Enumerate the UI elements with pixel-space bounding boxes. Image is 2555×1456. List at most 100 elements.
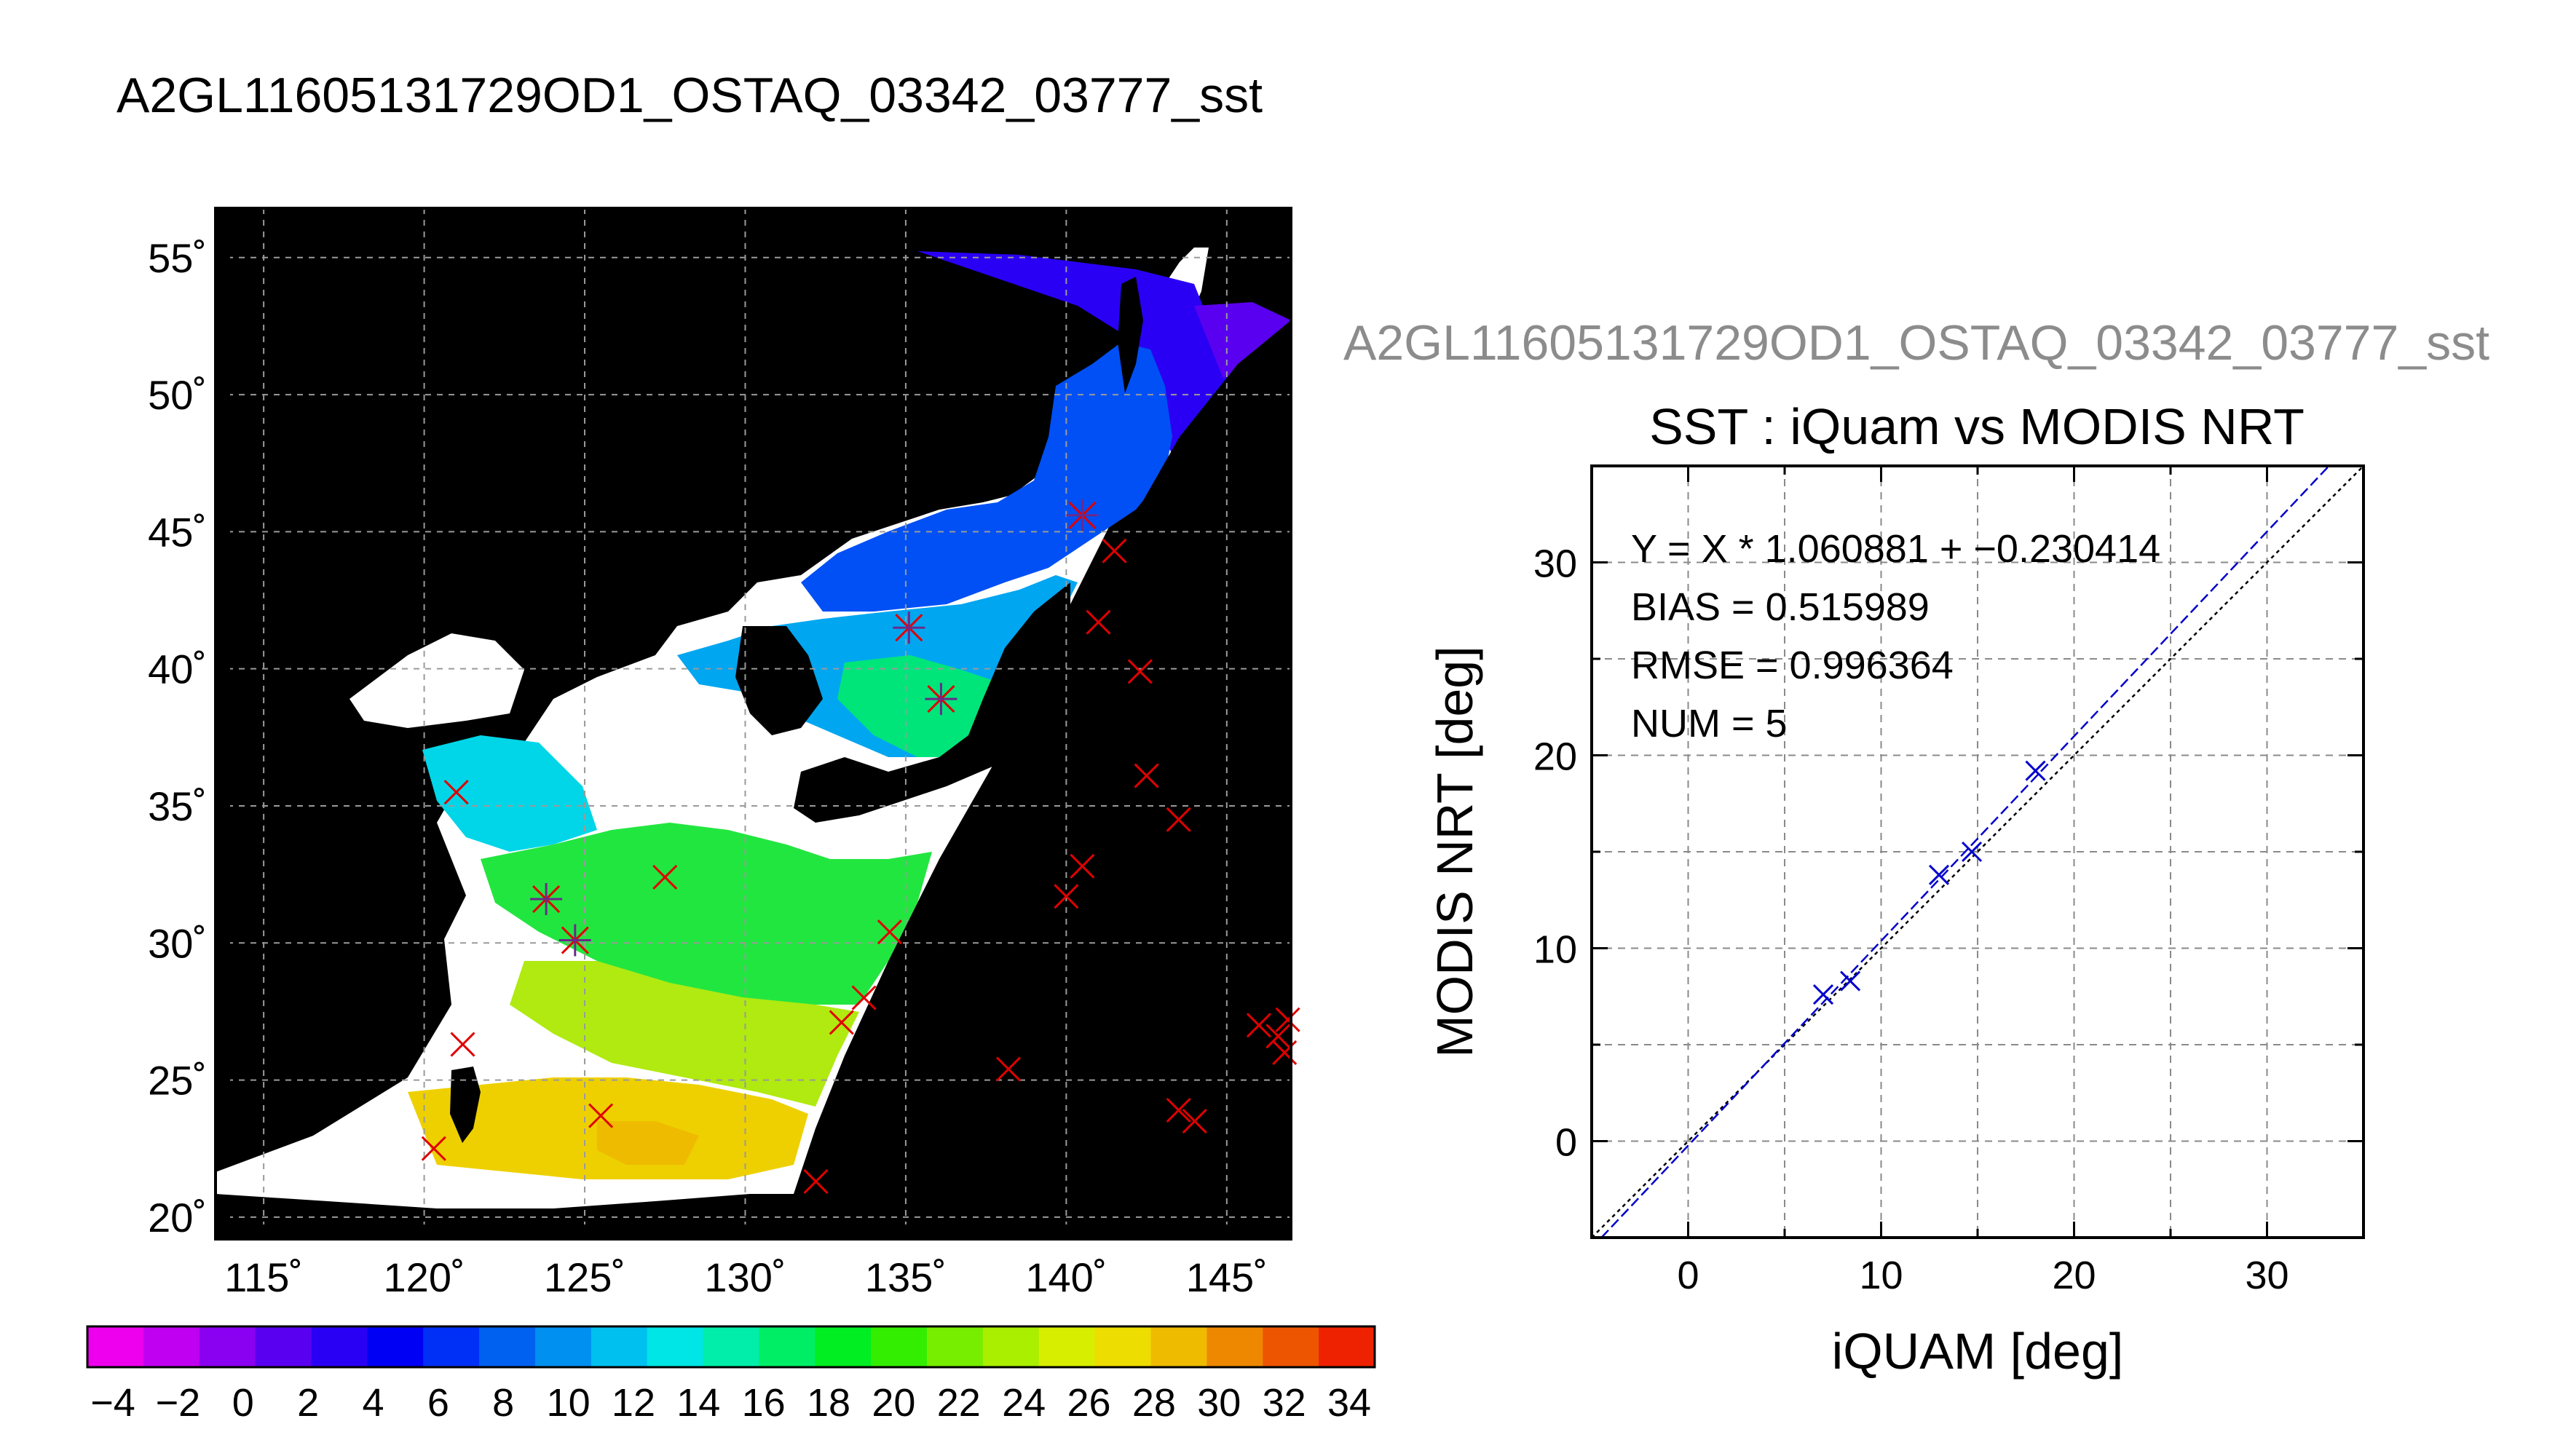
map-marker-red bbox=[588, 1103, 614, 1128]
sst-yellowgreen bbox=[510, 961, 859, 1107]
colorbar-label: 30 bbox=[1197, 1381, 1241, 1425]
colorbar-label: 26 bbox=[1067, 1381, 1110, 1425]
map-marker-red bbox=[421, 1136, 446, 1161]
colorbar-label: 8 bbox=[492, 1381, 514, 1425]
colorbar-label: 18 bbox=[807, 1381, 850, 1425]
map-lat-tick-label: 35˚ bbox=[148, 783, 207, 829]
scatter-point bbox=[1928, 864, 1950, 885]
colorbar-cell bbox=[1319, 1326, 1375, 1367]
scatter-point bbox=[1840, 970, 1861, 992]
scatter-title: SST : iQuam vs MODIS NRT bbox=[1649, 398, 2305, 455]
page-title: A2GL11605131729OD1_OSTAQ_03342_03777_sst bbox=[117, 68, 1263, 123]
map-lat-tick-label: 30˚ bbox=[148, 920, 207, 966]
sst-green-main bbox=[481, 823, 932, 1005]
map-marker-red bbox=[995, 1056, 1022, 1082]
colorbar: −4 −2 0 2 4 6 8 10 12 14 16 18 20 22 24 26 28 30 32 34 bbox=[86, 1325, 1376, 1425]
map-marker-red bbox=[1182, 1109, 1207, 1134]
map-marker-red bbox=[1054, 884, 1079, 909]
map-marker-red bbox=[450, 1032, 475, 1057]
scatter-y-tick-label: 30 bbox=[1533, 542, 1577, 586]
cloud-mask-west bbox=[350, 633, 524, 728]
map-marker-red bbox=[1166, 1097, 1191, 1123]
map-lon-tick-label: 145˚ bbox=[1186, 1254, 1268, 1300]
sst-orange-small bbox=[597, 1121, 699, 1165]
colorbar-cell bbox=[534, 1326, 592, 1367]
scatter-tick-labels: 0 10 20 30 0 10 20 30 bbox=[1533, 464, 2365, 1297]
scatter-fit-line bbox=[1600, 465, 2330, 1238]
sst-map: 115˚ 120˚ 125˚ 130˚ 135˚ 140˚ 145˚ 55˚ 50˚ 45˚ 40˚… bbox=[148, 207, 1300, 1300]
land-korea bbox=[735, 626, 823, 735]
sst-purple-strip bbox=[1194, 302, 1291, 379]
colorbar-label: 6 bbox=[427, 1381, 449, 1425]
colorbar-cell bbox=[87, 1326, 144, 1367]
colorbar-label: 34 bbox=[1327, 1381, 1371, 1425]
colorbar-label: 28 bbox=[1132, 1381, 1176, 1425]
colorbar-cell bbox=[1263, 1326, 1319, 1367]
map-marker-red bbox=[1265, 1024, 1291, 1049]
map-marker-red bbox=[877, 919, 902, 945]
map-marker-red bbox=[829, 1010, 854, 1035]
colorbar-cell bbox=[255, 1326, 312, 1367]
map-marker-red bbox=[652, 864, 678, 890]
colorbar-cell bbox=[199, 1326, 256, 1367]
map-marker-red bbox=[851, 985, 877, 1010]
colorbar-cell bbox=[871, 1326, 928, 1367]
map-marker-red bbox=[1102, 538, 1127, 563]
colorbar-label: 22 bbox=[937, 1381, 981, 1425]
map-lon-tick-label: 135˚ bbox=[865, 1254, 947, 1300]
colorbar-label: −2 bbox=[156, 1381, 201, 1425]
scatter-chart: SST : iQuam vs MODIS NRT 0 10 20 300102030 … bbox=[1426, 398, 2365, 1380]
map-lon-tick-label: 125˚ bbox=[544, 1254, 625, 1300]
cloud-mask-main bbox=[216, 248, 1209, 1208]
scatter-rmse-text: RMSE = 0.996364 bbox=[1631, 644, 1954, 687]
scatter-x-tick-label: 20 bbox=[2052, 1254, 2096, 1297]
map-marker-red bbox=[803, 1168, 829, 1194]
map-marker-red bbox=[1246, 1013, 1271, 1038]
colorbar-cell bbox=[1150, 1326, 1207, 1367]
colorbar-cell bbox=[591, 1326, 648, 1367]
colorbar-cell bbox=[982, 1326, 1040, 1367]
map-lon-tick-label: 115˚ bbox=[224, 1254, 303, 1300]
colorbar-label: 12 bbox=[612, 1381, 655, 1425]
sst-blue bbox=[801, 342, 1172, 612]
colorbar-label: 14 bbox=[676, 1381, 720, 1425]
swath-outside bbox=[794, 320, 1291, 1239]
colorbar-cell bbox=[1038, 1326, 1096, 1367]
scatter-points bbox=[1812, 760, 2046, 1005]
scatter-point bbox=[1812, 984, 1834, 1005]
map-lon-tick-label: 120˚ bbox=[384, 1254, 465, 1300]
scatter-num-text: NUM = 5 bbox=[1631, 702, 1788, 745]
map-marker-red bbox=[1127, 659, 1153, 684]
colorbar-cell bbox=[1094, 1326, 1152, 1367]
land-sakhalin bbox=[1118, 277, 1143, 393]
colorbar-cell bbox=[423, 1326, 480, 1367]
colorbar-cell bbox=[479, 1326, 536, 1367]
scatter-y-tick-label: 0 bbox=[1555, 1121, 1577, 1165]
colorbar-cell bbox=[143, 1326, 200, 1367]
map-marker-red bbox=[1275, 1007, 1300, 1032]
scatter-y-tick-label: 10 bbox=[1533, 928, 1577, 972]
map-tick-labels: 115˚ 120˚ 125˚ 130˚ 135˚ 140˚ 145˚ 55˚ 50˚ 45˚ 40˚… bbox=[148, 235, 1268, 1300]
land-taiwan bbox=[450, 1067, 481, 1143]
scatter-y-tick-label: 20 bbox=[1533, 735, 1577, 779]
scatter-ylabel: MODIS NRT [deg] bbox=[1426, 646, 1483, 1057]
scatter-x-tick-label: 0 bbox=[1677, 1254, 1699, 1297]
colorbar-cell bbox=[815, 1326, 872, 1367]
sst-dark-blue bbox=[917, 251, 1291, 466]
scatter-x-tick-label: 10 bbox=[1859, 1254, 1903, 1297]
colorbar-label: 4 bbox=[362, 1381, 384, 1425]
scatter-lines bbox=[1591, 465, 2364, 1238]
colorbar-cell bbox=[647, 1326, 704, 1367]
map-frame bbox=[214, 207, 1292, 1241]
scatter-bias-text: BIAS = 0.515989 bbox=[1631, 585, 1930, 629]
scatter-source-title: A2GL11605131729OD1_OSTAQ_03342_03777_sst bbox=[1343, 315, 2489, 371]
colorbar-cell bbox=[1207, 1326, 1263, 1367]
scatter-fit-text: Y = X * 1.060881 + −0.230414 bbox=[1631, 527, 2160, 571]
scatter-point bbox=[2025, 760, 2046, 781]
scatter-xlabel: iQUAM [deg] bbox=[1832, 1323, 2124, 1380]
land-japan bbox=[794, 582, 1070, 823]
map-lat-tick-label: 40˚ bbox=[148, 646, 207, 692]
colorbar-label: 16 bbox=[742, 1381, 786, 1425]
colorbar-cell bbox=[759, 1326, 816, 1367]
map-marker-red bbox=[1166, 807, 1191, 832]
